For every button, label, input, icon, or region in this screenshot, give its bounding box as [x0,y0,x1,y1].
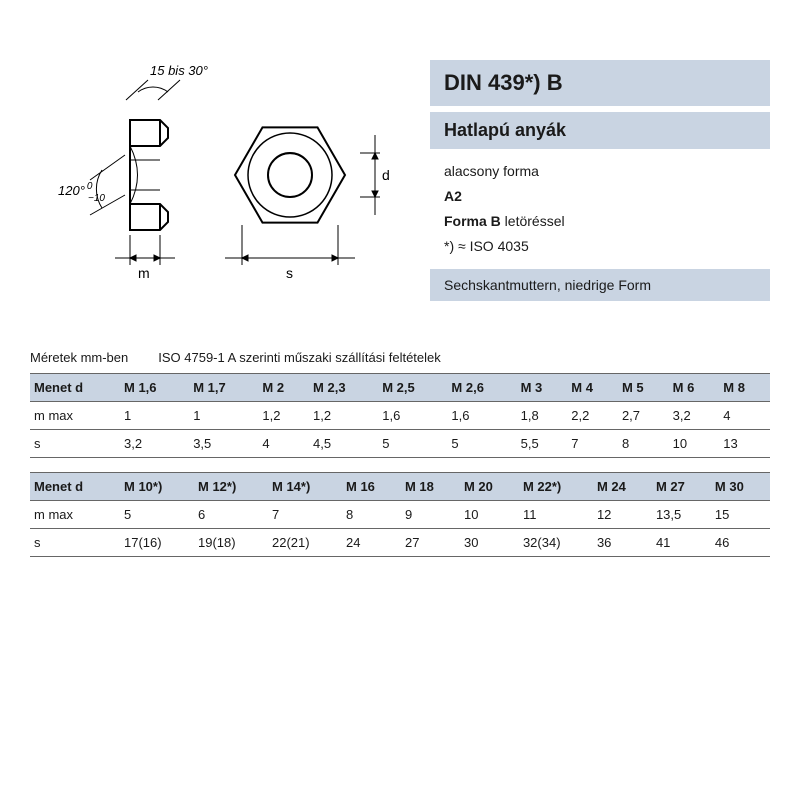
table-cell: 17(16) [120,529,194,557]
standard-title: DIN 439*) B [430,60,770,106]
table-column-header: M 2 [258,374,309,402]
angle-top-label: 15 bis 30° [150,63,208,78]
desc-line-1: alacsony forma [430,159,770,184]
table-column-header: M 8 [719,374,770,402]
table-column-header: M 12*) [194,473,268,501]
table-cell: 46 [711,529,770,557]
table-cell: 10 [669,430,720,458]
table-column-header: M 24 [593,473,652,501]
table-cell: 1,6 [447,402,516,430]
table-cell: 13 [719,430,770,458]
dim-m-label: m [138,265,150,281]
table-row: m max111,21,21,61,61,82,22,73,24 [30,402,770,430]
table-cell: 3,2 [120,430,189,458]
table-row: s3,23,544,5555,5781013 [30,430,770,458]
desc-line-2: A2 [430,184,770,209]
table-cell: 5 [447,430,516,458]
table-cell: 4 [258,430,309,458]
desc-line-4: *) ≈ ISO 4035 [430,234,770,259]
table-column-header: M 22*) [519,473,593,501]
caption-left: Méretek mm-ben [30,350,128,365]
table-cell: 1,2 [309,402,378,430]
table-column-header: M 1,6 [120,374,189,402]
table-cell: 1,2 [258,402,309,430]
angle-left-label: 120°0−10 [58,181,105,204]
table-cell: 41 [652,529,711,557]
dimensions-table-2: Menet dM 10*)M 12*)M 14*)M 16M 18M 20M 2… [30,472,770,557]
table-cell: 36 [593,529,652,557]
table-header-label: Menet d [30,374,120,402]
table-cell: 7 [567,430,618,458]
table-column-header: M 18 [401,473,460,501]
product-name: Hatlapú anyák [430,112,770,149]
table-column-header: M 5 [618,374,669,402]
table-cell: 5 [378,430,447,458]
table-caption: Méretek mm-ben ISO 4759-1 A szerinti műs… [30,350,770,365]
row-label: m max [30,402,120,430]
table-cell: 2,2 [567,402,618,430]
table-column-header: M 16 [342,473,401,501]
table-cell: 1,8 [517,402,568,430]
table-cell: 2,7 [618,402,669,430]
table-cell: 1 [120,402,189,430]
table-column-header: M 27 [652,473,711,501]
table-column-header: M 2,5 [378,374,447,402]
row-label: s [30,430,120,458]
table-cell: 13,5 [652,501,711,529]
table-header-label: Menet d [30,473,120,501]
table-cell: 8 [342,501,401,529]
technical-diagram: 15 bis 30° 120°0−10 m [30,60,410,320]
table-cell: 5 [120,501,194,529]
table-row: m max5678910111213,515 [30,501,770,529]
table-cell: 8 [618,430,669,458]
table-row: s17(16)19(18)22(21)24273032(34)364146 [30,529,770,557]
table-cell: 11 [519,501,593,529]
table-cell: 27 [401,529,460,557]
table-cell: 12 [593,501,652,529]
table-cell: 32(34) [519,529,593,557]
table-column-header: M 1,7 [189,374,258,402]
table-column-header: M 10*) [120,473,194,501]
table-cell: 9 [401,501,460,529]
table-cell: 4 [719,402,770,430]
row-label: s [30,529,120,557]
info-panel: DIN 439*) B Hatlapú anyák alacsony forma… [430,60,770,320]
table-cell: 4,5 [309,430,378,458]
table-column-header: M 2,3 [309,374,378,402]
table-cell: 10 [460,501,519,529]
table-cell: 3,2 [669,402,720,430]
table-cell: 1 [189,402,258,430]
table-cell: 6 [194,501,268,529]
table-column-header: M 30 [711,473,770,501]
dim-s-label: s [286,265,293,281]
table-column-header: M 4 [567,374,618,402]
table-cell: 3,5 [189,430,258,458]
table-cell: 24 [342,529,401,557]
german-name: Sechskantmuttern, niedrige Form [430,269,770,301]
table-cell: 19(18) [194,529,268,557]
table-column-header: M 20 [460,473,519,501]
table-cell: 22(21) [268,529,342,557]
caption-right: ISO 4759-1 A szerinti műszaki szállítási… [158,350,441,365]
table-cell: 5,5 [517,430,568,458]
table-column-header: M 14*) [268,473,342,501]
dim-d-label: d [382,167,390,183]
table-cell: 15 [711,501,770,529]
row-label: m max [30,501,120,529]
table-cell: 30 [460,529,519,557]
table-column-header: M 6 [669,374,720,402]
desc-line-3: Forma B letöréssel [430,209,770,234]
table-cell: 7 [268,501,342,529]
table-column-header: M 3 [517,374,568,402]
table-cell: 1,6 [378,402,447,430]
table-column-header: M 2,6 [447,374,516,402]
dimensions-table-1: Menet dM 1,6M 1,7M 2M 2,3M 2,5M 2,6M 3M … [30,373,770,458]
